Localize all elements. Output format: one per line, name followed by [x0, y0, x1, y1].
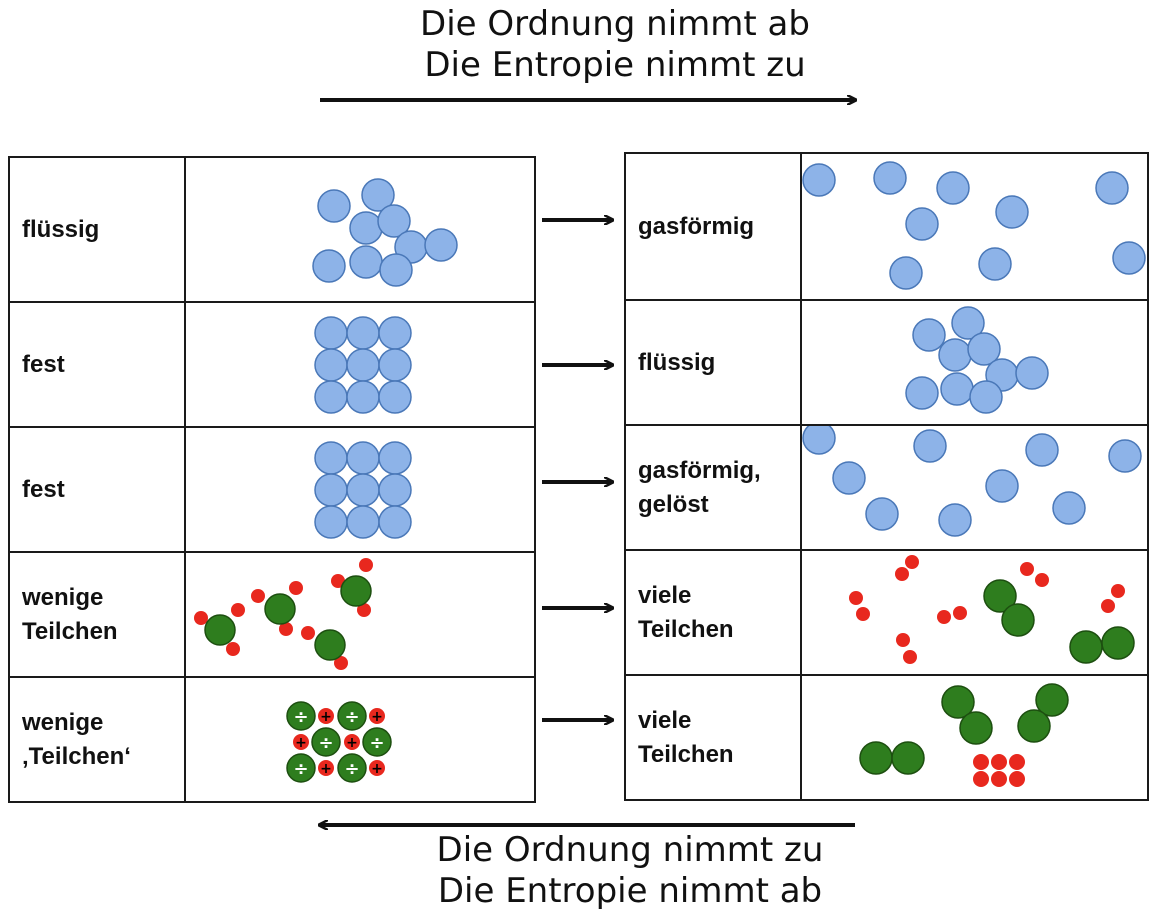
top-heading-line1: Die Ordnung nimmt ab: [420, 4, 810, 44]
right-row-2: flüssig: [624, 299, 1149, 426]
ion-plus-3: +: [295, 735, 307, 751]
ion-minus-6: ÷: [344, 759, 359, 780]
bottom-heading-line2: Die Entropie nimmt ab: [437, 870, 823, 911]
ion-minus-3: ÷: [318, 733, 333, 754]
liquid-particles-2: [905, 306, 1049, 414]
left-label-3: fest: [8, 426, 186, 553]
right-row-3: gasförmig, gelöst: [624, 424, 1149, 551]
right-state-table: gasförmig flüssig: [624, 152, 1149, 801]
left-label-4: wenige Teilchen: [8, 551, 186, 678]
left-label-5: wenige ‚Teilchen‘: [8, 676, 186, 803]
ion-minus-2: ÷: [344, 707, 359, 728]
left-row-4: wenige Teilchen: [8, 551, 536, 678]
few-molecules: [194, 558, 373, 670]
top-heading: Die Ordnung nimmt ab Die Entropie nimmt …: [265, 4, 965, 86]
right-label-1: gasförmig: [624, 152, 802, 301]
ion-plus-4: +: [346, 735, 358, 751]
liquid-particles: [312, 178, 458, 287]
ion-minus-1: ÷: [293, 707, 308, 728]
ion-minus-4: ÷: [369, 733, 384, 754]
right-label-3-text: gasförmig, gelöst: [638, 456, 761, 518]
left-label-4-text: wenige Teilchen: [22, 583, 118, 645]
solid-lattice: [314, 316, 412, 414]
left-pic-5: ÷ ÷ ÷ ÷ ÷ ÷ + + + + + +: [184, 676, 536, 803]
ionic-lattice: ÷ ÷ ÷ ÷ ÷ ÷ + + + + + +: [286, 701, 392, 783]
right-label-3: gasförmig, gelöst: [624, 424, 802, 551]
ion-minus-5: ÷: [293, 759, 308, 780]
bottom-heading-line1: Die Ordnung nimmt zu: [436, 830, 824, 870]
right-label-5-text: viele Teilchen: [638, 706, 734, 768]
right-pic-2: [800, 299, 1149, 426]
left-state-table: flüssig fest: [8, 156, 536, 803]
left-row-5: wenige ‚Teilchen‘ ÷ ÷ ÷ ÷: [8, 676, 536, 803]
left-pic-2: [184, 301, 536, 428]
right-label-4-text: viele Teilchen: [638, 581, 734, 643]
ion-plus-6: +: [371, 761, 383, 777]
left-row-2: fest: [8, 301, 536, 428]
right-label-4: viele Teilchen: [624, 549, 802, 676]
top-heading-line2: Die Entropie nimmt zu: [424, 44, 806, 85]
right-pic-4: [800, 549, 1149, 676]
left-row-3: fest: [8, 426, 536, 553]
right-pic-1: [800, 152, 1149, 301]
solid-lattice-2: [314, 441, 412, 539]
ion-plus-1: +: [320, 709, 332, 725]
many-ions: [859, 683, 1069, 787]
ion-plus-2: +: [371, 709, 383, 725]
right-row-5: viele Teilchen: [624, 674, 1149, 801]
gas-particles: [802, 161, 1146, 290]
many-particles: [849, 555, 1135, 664]
ion-plus-5: +: [320, 761, 332, 777]
left-label-1: flüssig: [8, 156, 186, 303]
left-label-2: fest: [8, 301, 186, 428]
left-pic-4: [184, 551, 536, 678]
right-label-2: flüssig: [624, 299, 802, 426]
left-pic-3: [184, 426, 536, 553]
bottom-heading: Die Ordnung nimmt zu Die Entropie nimmt …: [280, 830, 980, 912]
left-pic-1: [184, 156, 536, 303]
right-label-5: viele Teilchen: [624, 674, 802, 801]
left-label-5-text: wenige ‚Teilchen‘: [22, 708, 131, 770]
dissolved-gas-particles: [802, 426, 1142, 537]
right-pic-3: [800, 424, 1149, 551]
right-row-1: gasförmig: [624, 152, 1149, 301]
right-pic-5: [800, 674, 1149, 801]
right-row-4: viele Teilchen: [624, 549, 1149, 676]
left-row-1: flüssig: [8, 156, 536, 303]
